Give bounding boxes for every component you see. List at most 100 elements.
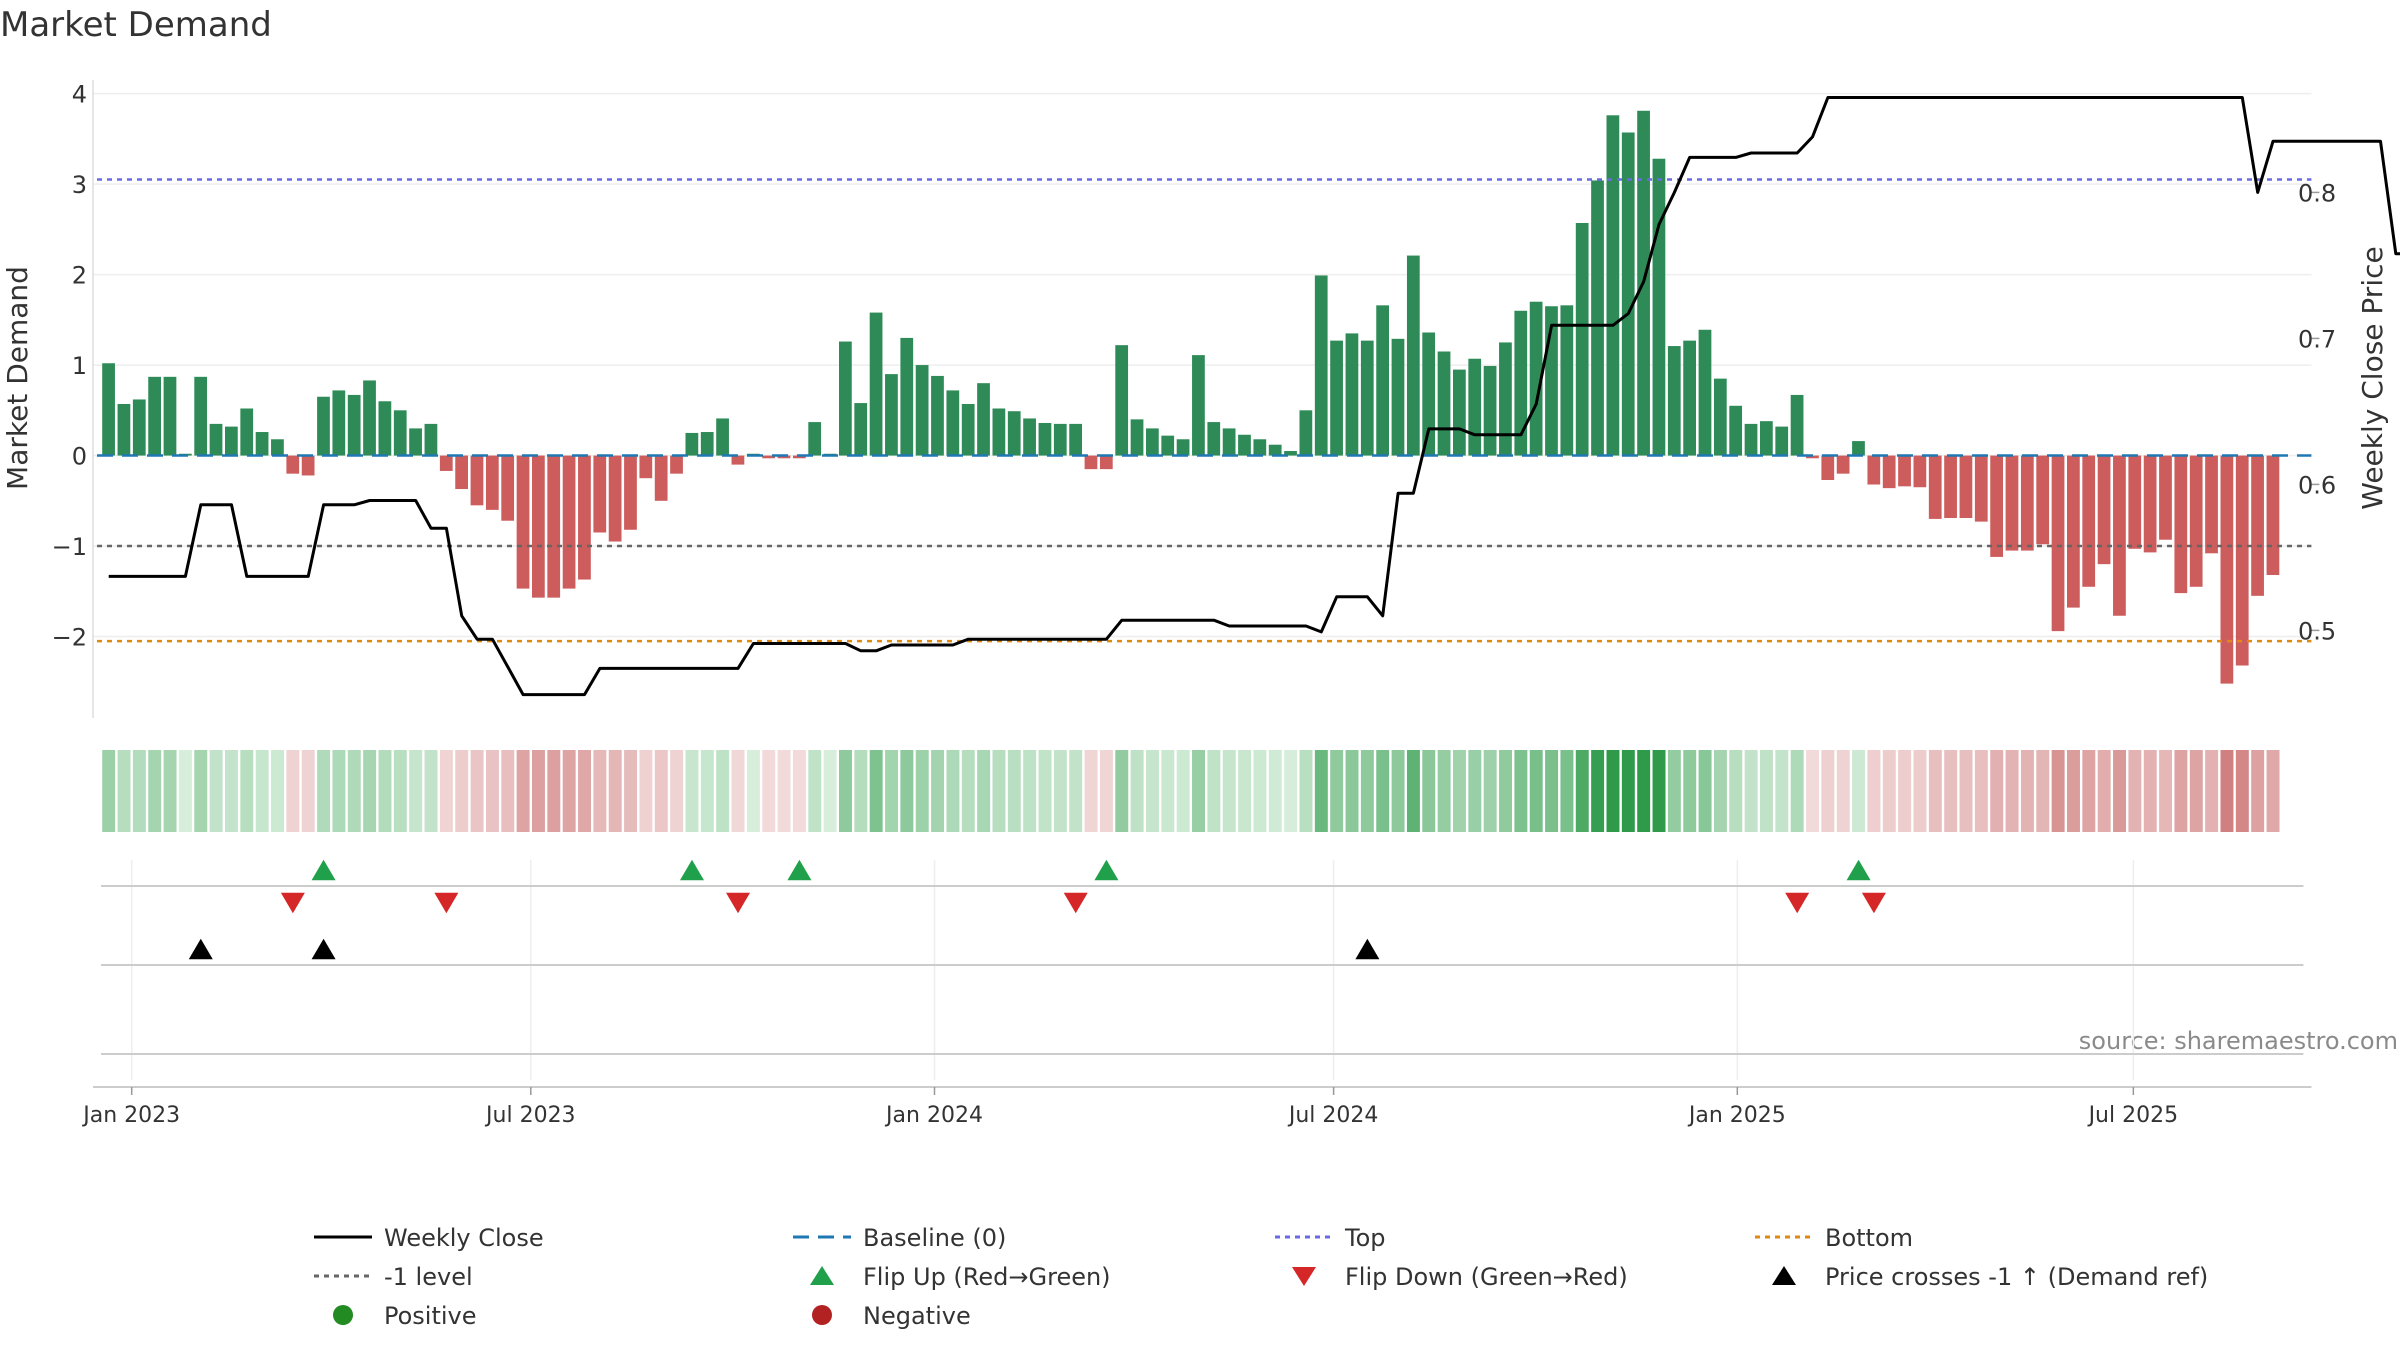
legend-label: Bottom (1825, 1224, 1913, 1252)
legend-item: Negative (812, 1302, 971, 1330)
demand-bar-positive (1406, 255, 1420, 456)
demand-bar-negative (2174, 455, 2188, 594)
legend-label: Negative (863, 1302, 971, 1330)
heat-cell (1483, 750, 1497, 832)
demand-bar-negative (578, 455, 591, 580)
legend-label: Baseline (0) (863, 1224, 1006, 1252)
demand-bar-negative (439, 455, 453, 471)
demand-bars (102, 110, 2280, 684)
demand-bar-positive (102, 363, 115, 456)
demand-bar-negative (301, 455, 315, 476)
demand-bar-positive (209, 423, 223, 456)
y-tick-label-right: 0.8 (2298, 179, 2336, 207)
price-cross-marker (188, 938, 213, 960)
demand-bar-negative (1944, 455, 1957, 519)
demand-bar-positive (1007, 411, 1021, 456)
heat-cell (2266, 750, 2280, 832)
heat-cell (593, 750, 607, 832)
heat-cell (1821, 750, 1835, 832)
demand-bar-negative (2159, 455, 2172, 540)
demand-bar-negative (731, 455, 745, 465)
heat-cell (2205, 750, 2219, 832)
demand-bar-positive (1775, 426, 1789, 456)
heat-cell (639, 750, 653, 832)
demand-bar-negative (2266, 455, 2280, 576)
flip-up-marker (679, 859, 704, 881)
heat-cell (286, 750, 300, 832)
demand-bar-positive (117, 403, 131, 456)
y-tick-label-right: 0.6 (2298, 471, 2336, 499)
heat-cell (347, 750, 361, 832)
demand-bar-positive (839, 341, 852, 456)
demand-bar-negative (2036, 455, 2050, 545)
demand-bar-positive (1391, 338, 1405, 456)
demand-bar-negative (2020, 455, 2034, 551)
flip-down-marker (1861, 892, 1886, 914)
x-tick-label: Jan 2024 (884, 1103, 983, 1128)
heat-cell (516, 750, 530, 832)
heat-cell (700, 750, 714, 832)
heat-cell (1974, 750, 1988, 832)
heat-cell (2159, 750, 2173, 832)
heat-cell (470, 750, 484, 832)
legend-item: Weekly Close (314, 1224, 544, 1252)
demand-bar-negative (2128, 455, 2142, 549)
x-tick-label: Jul 2025 (2087, 1103, 2179, 1128)
heat-cell (1161, 750, 1175, 832)
demand-bar-positive (1053, 423, 1067, 456)
heat-cell (132, 750, 146, 832)
demand-bar-negative (1806, 455, 1819, 459)
demand-bar-negative (547, 455, 561, 598)
demand-bar-positive (1207, 422, 1221, 456)
heat-cell (1667, 750, 1681, 832)
demand-bar-positive (977, 383, 990, 456)
legend-swatch (1292, 1267, 1316, 1286)
heat-cell (1882, 750, 1896, 832)
heat-cell (1453, 750, 1466, 832)
demand-bar-positive (194, 376, 208, 456)
demand-bar-negative (2205, 455, 2218, 554)
heat-cell (1406, 750, 1420, 832)
y-tick-label-left: 2 (72, 262, 87, 290)
heat-cell (1928, 750, 1942, 832)
demand-bar-positive (1621, 132, 1635, 456)
demand-bar-positive (1146, 428, 1159, 456)
demand-bar-positive (393, 410, 407, 456)
heat-cell (777, 750, 791, 832)
demand-bar-positive (716, 418, 729, 456)
demand-bar-positive (869, 312, 883, 456)
heat-cell (1729, 750, 1743, 832)
x-tick-label: Jan 2025 (1687, 1103, 1786, 1128)
heat-cell (1222, 750, 1236, 832)
demand-bar-negative (1928, 455, 1942, 519)
heat-cell (977, 750, 991, 832)
heat-cell (654, 750, 668, 832)
demand-bar-positive (915, 365, 929, 456)
heat-cell (2005, 750, 2019, 832)
heat-cell (2067, 750, 2080, 832)
demand-bar-positive (1422, 332, 1436, 456)
legend-swatch (810, 1266, 834, 1285)
heat-cell (685, 750, 699, 832)
demand-bar-positive (1683, 340, 1696, 456)
y-tick-label-right: 0.5 (2298, 617, 2336, 645)
demand-bar-positive (1222, 428, 1236, 456)
demand-bar-negative (286, 455, 300, 474)
demand-bar-positive (685, 432, 699, 456)
demand-bar-positive (1575, 222, 1589, 456)
demand-bar-positive (409, 428, 422, 456)
demand-bar-positive (1330, 340, 1343, 456)
demand-bar-positive (808, 422, 822, 456)
heat-cell (1468, 750, 1482, 832)
heat-cell (792, 750, 806, 832)
heat-cell (2220, 750, 2234, 832)
heat-cell (332, 750, 346, 832)
heat-cell (2189, 750, 2203, 832)
heat-cell (823, 750, 837, 832)
heat-cell (148, 750, 162, 832)
heat-cell (1268, 750, 1282, 832)
legend-item: Flip Down (Green→Red) (1292, 1263, 1628, 1291)
heat-cell (117, 750, 131, 832)
